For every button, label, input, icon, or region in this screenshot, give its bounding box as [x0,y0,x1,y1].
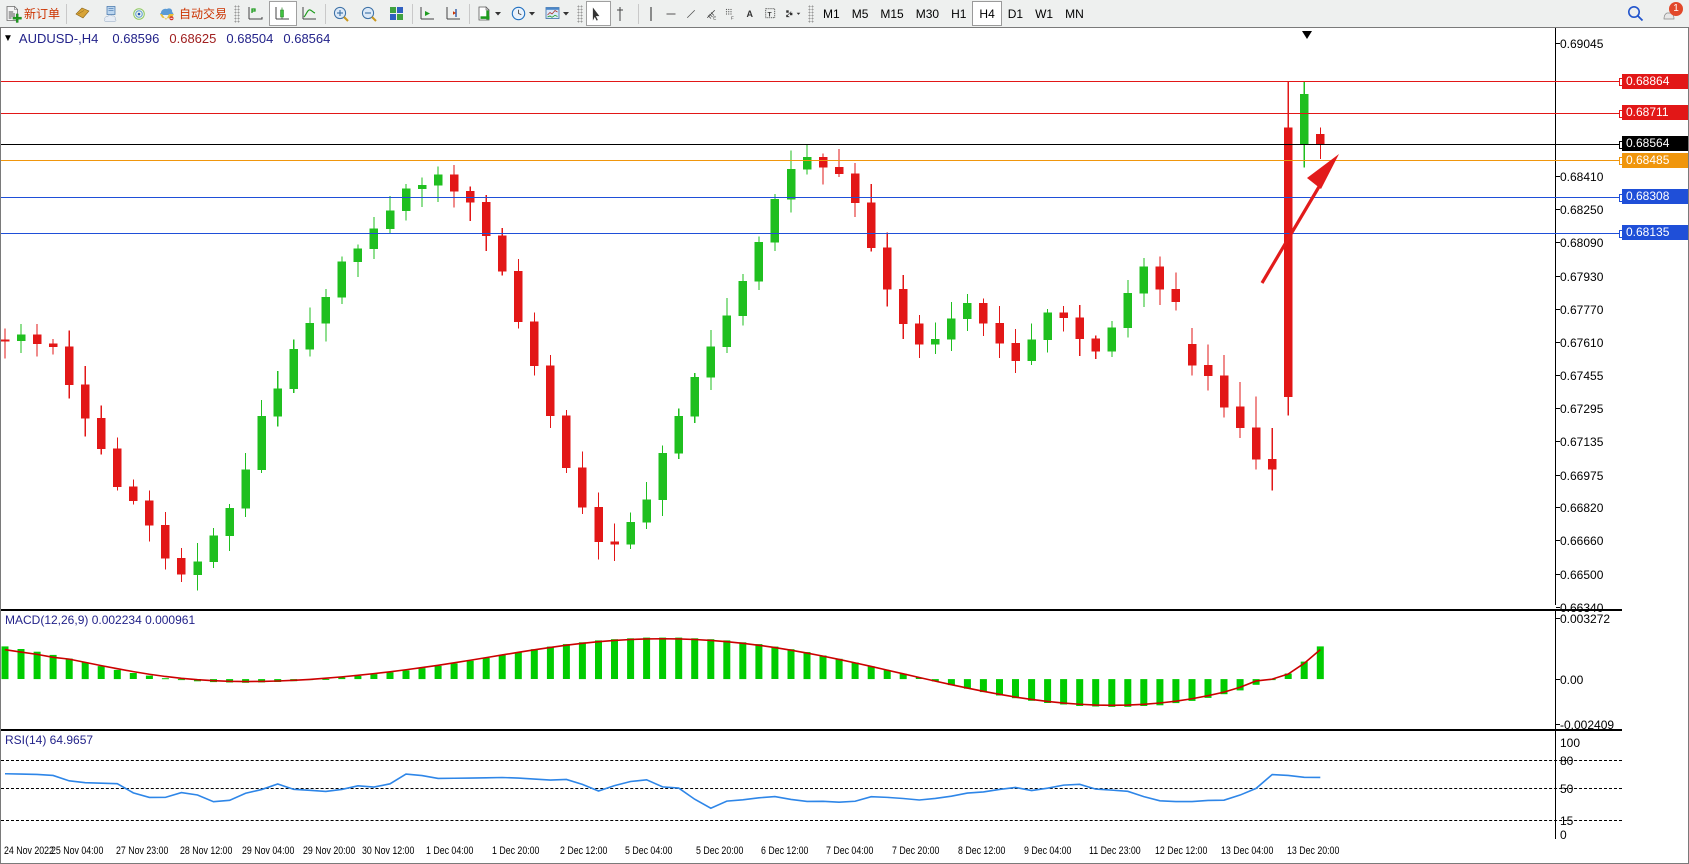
svg-text:E: E [713,15,716,20]
svg-text:F: F [731,15,734,20]
svg-text:A: A [747,9,754,19]
